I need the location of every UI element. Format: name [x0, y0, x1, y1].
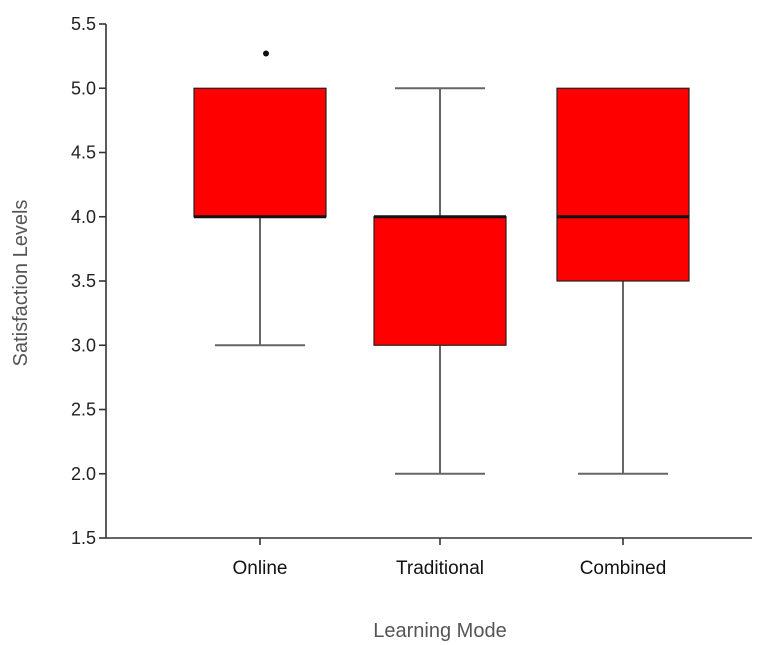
x-axis: Online Traditional Combined: [106, 537, 752, 579]
y-tick-label: 4.0: [71, 207, 96, 227]
x-tick-label-combined: Combined: [580, 558, 667, 579]
y-tick-label: 4.5: [71, 143, 96, 163]
x-tick-label-traditional: Traditional: [396, 558, 484, 579]
y-axis: 1.5 2.0 2.5 3.0 3.5 4.0 4.5 5.0 5.5: [71, 14, 107, 548]
y-tick-label: 5.5: [71, 14, 96, 34]
y-tick-label: 1.5: [71, 528, 96, 548]
x-tick-label-online: Online: [233, 558, 288, 579]
outlier-point-online: [263, 50, 269, 57]
y-tick-label: 5.0: [71, 78, 96, 98]
y-tick-label: 2.0: [71, 464, 96, 484]
iqr-box-traditional: [373, 216, 507, 346]
y-tick-label: 3.5: [71, 271, 96, 291]
y-axis-title: Satisfaction Levels: [10, 200, 32, 367]
box-traditional: [373, 87, 507, 475]
x-axis-title: Learning Mode: [373, 620, 506, 642]
y-tick-label: 3.0: [71, 335, 96, 355]
box-combined: [556, 87, 690, 475]
y-tick-label: 2.5: [71, 400, 96, 420]
iqr-box-online: [193, 87, 327, 218]
box-online: [193, 50, 327, 347]
box-series: [193, 50, 690, 475]
iqr-box-combined: [556, 87, 690, 282]
